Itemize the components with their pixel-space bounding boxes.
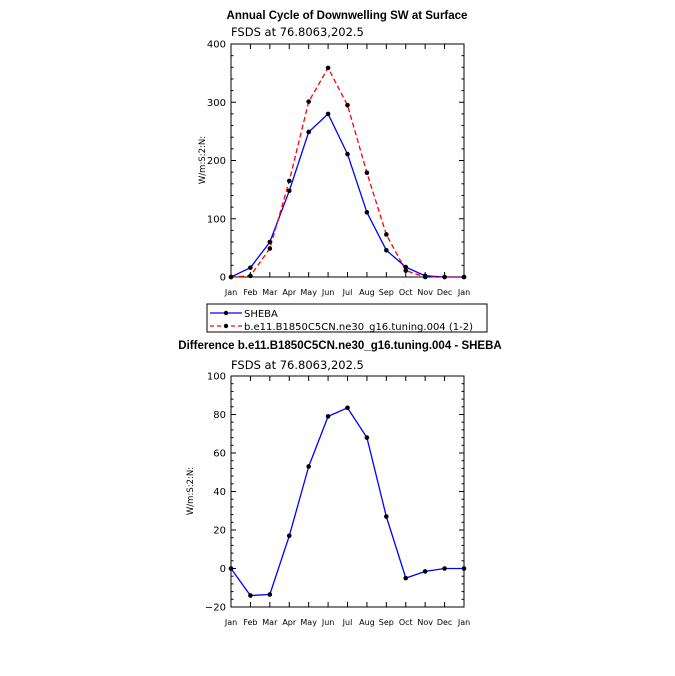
chart1-point xyxy=(325,111,331,117)
chart2-point xyxy=(228,566,234,571)
chart1-point xyxy=(267,246,273,251)
chart1-point xyxy=(248,265,253,270)
chart1-xtick-label: Jan xyxy=(457,288,470,297)
chart1-title: Annual Cycle of Downwelling SW at Surfac… xyxy=(227,10,468,22)
chart2-series-line-0 xyxy=(230,407,464,597)
chart2-xtick-label: Jan xyxy=(224,618,237,627)
chart2-point xyxy=(461,566,467,571)
chart1-ytick-label: 100 xyxy=(207,214,226,225)
chart2-point xyxy=(248,593,253,598)
chart1-xtick-label: Jul xyxy=(342,288,353,297)
chart2-plot: −20 0 20 40 60 80 100 Jan Feb Mar Apr May Jun Jul Aug S… xyxy=(205,372,470,628)
chart2-point xyxy=(364,435,370,440)
chart1-legend: SHEBA b.e11.B1850C5CN.ne30_g16.tuning.00… xyxy=(206,303,488,333)
chart2-point xyxy=(325,414,331,419)
chart1-series-line-1 xyxy=(230,67,464,278)
chart2-point xyxy=(442,566,447,571)
chart2-point xyxy=(286,533,292,539)
chart1-point xyxy=(384,232,389,237)
chart1-point xyxy=(306,129,311,135)
chart2-point xyxy=(422,569,428,574)
chart1-point xyxy=(345,102,350,108)
chart1-point xyxy=(306,99,311,104)
legend-label-model: b.e11.B1850C5CN.ne30_g16.tuning.004 (1-2… xyxy=(244,322,473,333)
chart1-plot: 0 100 200 300 400 Jan Feb Mar Apr May Jun Jul Aug Sep… xyxy=(207,40,470,298)
chart2-ytick-label: 60 xyxy=(213,449,226,460)
chart2-ylabel: W/m:S:2:N: xyxy=(186,467,196,515)
chart1-xtick-label: Oct xyxy=(399,288,413,297)
chart1-point xyxy=(384,247,389,253)
chart2-point xyxy=(403,575,409,581)
chart2-point xyxy=(306,464,311,469)
chart1-point xyxy=(403,264,409,270)
chart1-point xyxy=(461,274,467,280)
chart2-point xyxy=(267,592,273,597)
chart2-ytick-label: 80 xyxy=(213,410,226,421)
chart1-ylabel: W/m:S:2:N: xyxy=(198,136,208,184)
chart1-xtick-label: Jan xyxy=(224,288,237,297)
chart1-point xyxy=(364,210,370,215)
chart1-xtick-label: Feb xyxy=(243,288,257,297)
chart2-point xyxy=(384,514,389,519)
chart1-point xyxy=(442,274,447,280)
legend-marker-model xyxy=(223,323,229,329)
chart1-point xyxy=(286,188,292,194)
chart2-xtick-label: Aug xyxy=(359,618,375,627)
chart2-title: Difference b.e11.B1850C5CN.ne30_g16.tuni… xyxy=(178,340,501,352)
chart1-point xyxy=(228,274,234,280)
chart1-point xyxy=(345,151,350,157)
chart1-point xyxy=(364,170,370,176)
chart1-xtick-label: Jun xyxy=(321,288,335,297)
chart1-point xyxy=(403,268,409,273)
chart2-point xyxy=(345,405,350,411)
chart1-frame xyxy=(230,43,465,278)
chart1-ytick-label: 400 xyxy=(207,40,226,51)
chart1-xtick-label: May xyxy=(300,288,317,297)
chart2-frame xyxy=(230,375,465,608)
chart1-xtick-label: Mar xyxy=(262,288,278,297)
chart1-subtitle: FSDS at 76.8063,202.5 xyxy=(231,25,364,39)
chart2-xtick-label: Apr xyxy=(282,618,297,627)
legend-box xyxy=(206,303,488,333)
chart2-ytick-label: 0 xyxy=(220,564,226,575)
chart2-xtick-label: Nov xyxy=(417,618,433,627)
chart1-xtick-label: Dec xyxy=(437,288,452,297)
chart2-xtick-label: Feb xyxy=(243,618,257,627)
chart2-xtick-label: Sep xyxy=(379,618,394,627)
chart2-xtick-label: Jun xyxy=(321,618,335,627)
chart2-ytick-label: −20 xyxy=(205,603,226,614)
chart2-xtick-label: Jul xyxy=(342,618,353,627)
chart1-xtick-label: Aug xyxy=(359,288,375,297)
chart1-point xyxy=(267,239,273,245)
legend-marker-sheba xyxy=(223,310,229,316)
chart1-xtick-label: Nov xyxy=(417,288,433,297)
chart2-xtick-label: Mar xyxy=(262,618,278,627)
chart1-xtick-label: Sep xyxy=(379,288,394,297)
chart2-xtick-label: May xyxy=(300,618,317,627)
chart1-point xyxy=(422,274,428,280)
chart1-series-line-0 xyxy=(230,113,464,278)
chart1-ytick-label: 0 xyxy=(220,273,226,284)
chart2-xtick-label: Oct xyxy=(399,618,413,627)
chart1-point xyxy=(286,178,292,184)
chart1-ytick-label: 300 xyxy=(207,98,226,109)
chart2-xtick-label: Dec xyxy=(437,618,452,627)
chart2-ytick-label: 20 xyxy=(213,526,226,537)
chart1-point xyxy=(248,273,253,279)
chart1-ytick-label: 200 xyxy=(207,156,226,167)
chart2-ytick-label: 40 xyxy=(213,487,226,498)
chart2-subtitle: FSDS at 76.8063,202.5 xyxy=(231,358,364,372)
chart1-xtick-label: Apr xyxy=(282,288,297,297)
chart2-xtick-label: Jan xyxy=(457,618,470,627)
legend-label-sheba: SHEBA xyxy=(244,309,278,320)
chart2-ytick-label: 100 xyxy=(207,372,226,383)
chart1-point xyxy=(325,65,331,71)
